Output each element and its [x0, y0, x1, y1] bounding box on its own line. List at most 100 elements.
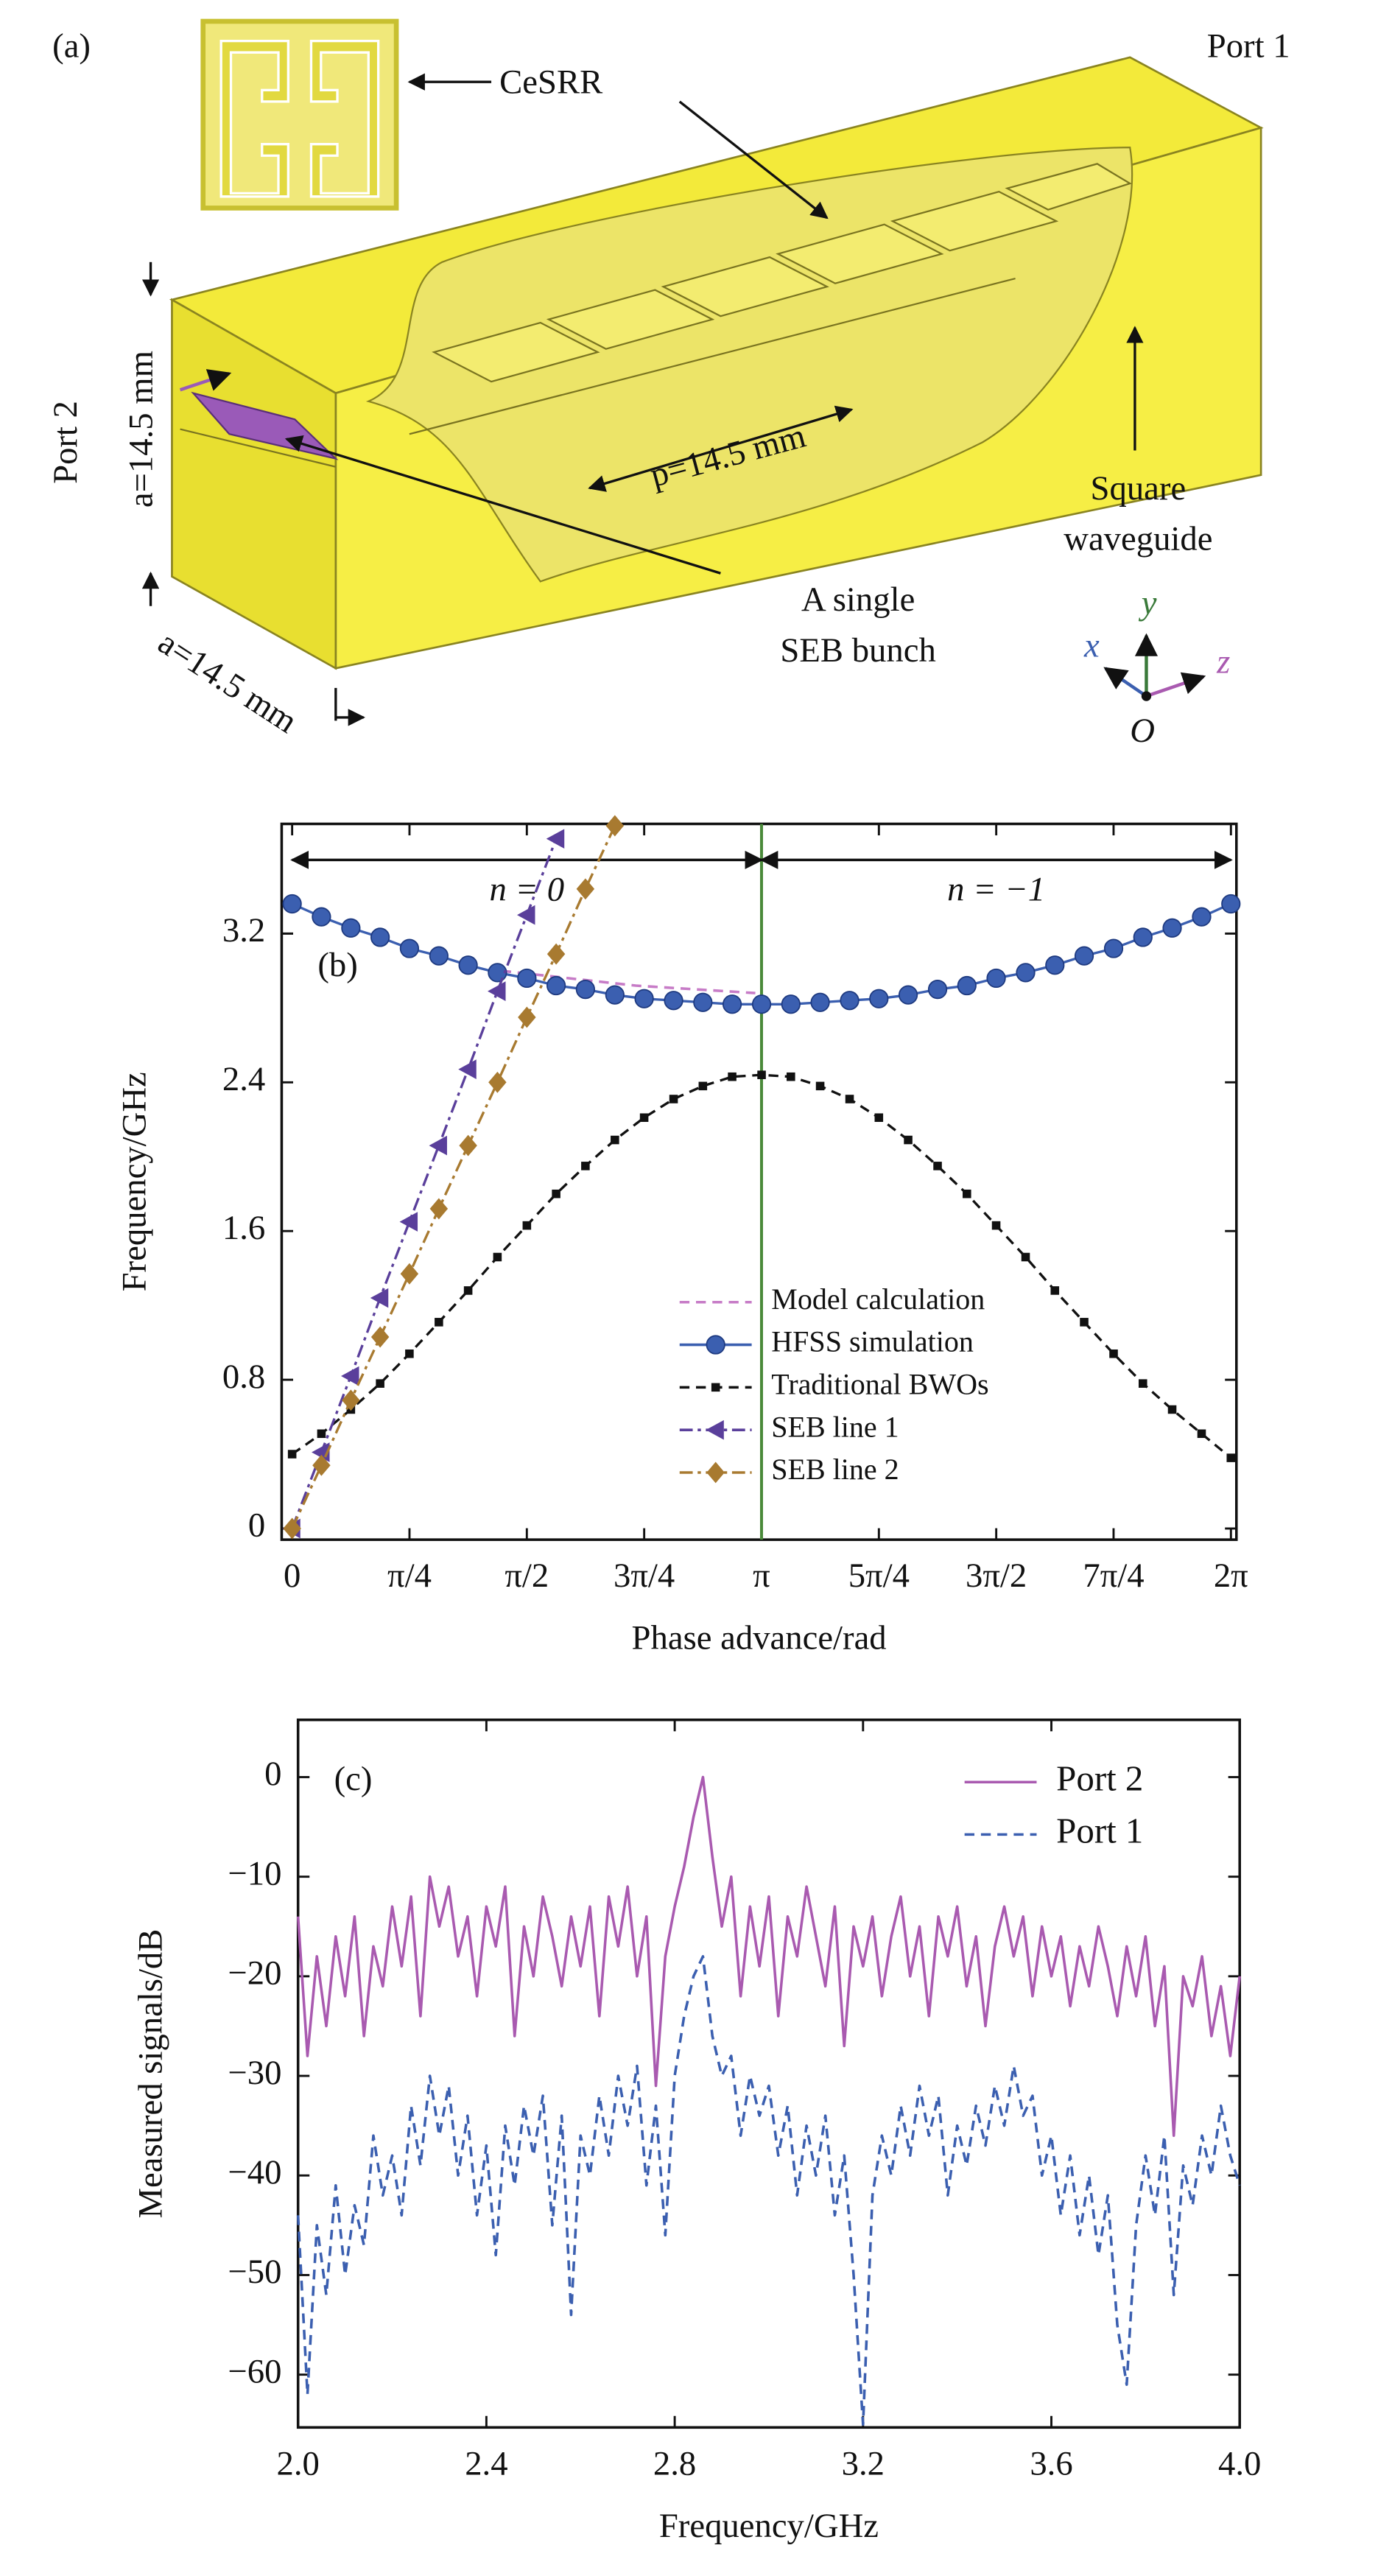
marker — [370, 1288, 389, 1308]
marker — [810, 992, 830, 1012]
marker — [898, 985, 918, 1005]
marker — [317, 1429, 326, 1439]
legend-label: Port 2 — [1056, 1758, 1143, 1798]
marker — [711, 1383, 720, 1392]
marker — [728, 1072, 737, 1081]
x-tick-label: 7π/4 — [1083, 1557, 1144, 1595]
marker — [341, 1366, 359, 1386]
charts: 0 π/4 π/2 3π/4 π 5π/4 3π/2 7π/4 2π 0 0.8 1.6 2.4 3.2 P… — [115, 815, 1261, 2545]
panel-label: (b) — [317, 946, 357, 984]
axis-origin — [1141, 691, 1152, 701]
x-tick-label: π/2 — [505, 1557, 549, 1595]
marker — [869, 989, 889, 1008]
marker — [546, 975, 566, 996]
marker — [781, 994, 801, 1014]
x-tick-label: 2.8 — [653, 2444, 696, 2482]
port-label: Port 1 — [1207, 27, 1290, 65]
y-tick-label: −40 — [228, 2153, 281, 2191]
resonator — [890, 190, 1059, 252]
port-label: Port 2 — [46, 401, 85, 484]
y-tick-label: 0 — [248, 1506, 265, 1545]
marker — [1080, 1318, 1089, 1327]
series-line — [296, 1955, 1241, 2426]
marker — [957, 975, 977, 996]
marker — [546, 829, 565, 849]
marker — [1050, 1286, 1060, 1295]
marker — [787, 1072, 795, 1081]
marker — [1133, 927, 1153, 947]
series-line — [501, 969, 756, 994]
marker — [376, 1379, 384, 1388]
annotation: n = 0 — [490, 871, 565, 909]
marker — [429, 946, 449, 966]
marker — [751, 994, 772, 1014]
period-arrow — [588, 405, 854, 492]
marker — [312, 1454, 331, 1476]
bunch-direction — [179, 369, 232, 392]
resonator — [432, 321, 600, 383]
x-tick-label: 2.4 — [465, 2444, 507, 2482]
series-line — [291, 838, 558, 1529]
panel-label: (c) — [334, 1760, 373, 1798]
marker — [463, 1286, 473, 1295]
marker — [488, 981, 506, 1001]
marker — [312, 907, 331, 927]
marker — [552, 1189, 560, 1198]
waveguide-port — [171, 298, 337, 670]
y-tick-label: −50 — [228, 2253, 281, 2291]
plot-frame — [296, 1718, 1241, 2429]
panel-label: (a) — [52, 27, 91, 65]
marker — [400, 1263, 419, 1285]
legend-label: Model calculation — [771, 1282, 985, 1316]
y-tick-label: −20 — [228, 1954, 281, 1993]
marker — [576, 878, 595, 900]
marker — [1074, 946, 1094, 966]
resonator — [546, 289, 715, 350]
marker — [664, 991, 683, 1011]
marker — [459, 1134, 477, 1157]
legend-label: Port 1 — [1056, 1811, 1143, 1851]
y-tick-label: −60 — [228, 2352, 281, 2390]
bunch-label: A single — [801, 580, 915, 619]
series-line — [291, 825, 616, 1529]
marker — [963, 1189, 971, 1198]
y-axis-label: Measured signals/dB — [132, 1929, 170, 2219]
x-tick-label: π — [753, 1557, 770, 1595]
marker — [488, 1071, 507, 1093]
marker — [518, 1006, 536, 1028]
marker — [840, 991, 860, 1011]
resonator — [776, 223, 944, 284]
marker — [706, 1419, 724, 1440]
y-tick-label: 3.2 — [222, 911, 265, 950]
y-tick-label: 2.4 — [222, 1060, 265, 1098]
axis-label: x — [1083, 626, 1100, 664]
legend-label: SEB line 1 — [771, 1410, 899, 1443]
bunch-arrow — [284, 435, 721, 575]
marker — [1167, 1405, 1177, 1414]
marker — [435, 1318, 443, 1327]
marker — [488, 963, 507, 983]
marker — [287, 1450, 297, 1459]
panel-a: (a) Port 1 Port 2 CeSRR a=14.5 mm a=14.5… — [46, 18, 1290, 750]
x-tick-label: 2π — [1214, 1557, 1248, 1595]
marker — [693, 992, 713, 1012]
axis-z — [1145, 672, 1206, 698]
marker — [639, 1113, 649, 1123]
dimension-label: a=14.5 mm — [152, 623, 304, 741]
x-tick-label: 3.6 — [1030, 2444, 1072, 2482]
dimension-label: a=14.5 mm — [122, 351, 160, 508]
marker — [933, 1162, 942, 1171]
marker — [581, 1162, 590, 1171]
marker — [757, 1070, 766, 1079]
x-tick-label: π/4 — [387, 1557, 432, 1595]
x-tick-label: 5π/4 — [848, 1557, 910, 1595]
marker — [405, 1349, 414, 1358]
x-tick-label: 0 — [284, 1557, 300, 1595]
marker — [458, 955, 478, 975]
marker — [341, 918, 361, 938]
marker — [605, 985, 625, 1005]
y-tick-label: 0 — [264, 1755, 281, 1793]
marker — [1197, 1429, 1206, 1439]
plate-edge — [180, 428, 337, 468]
